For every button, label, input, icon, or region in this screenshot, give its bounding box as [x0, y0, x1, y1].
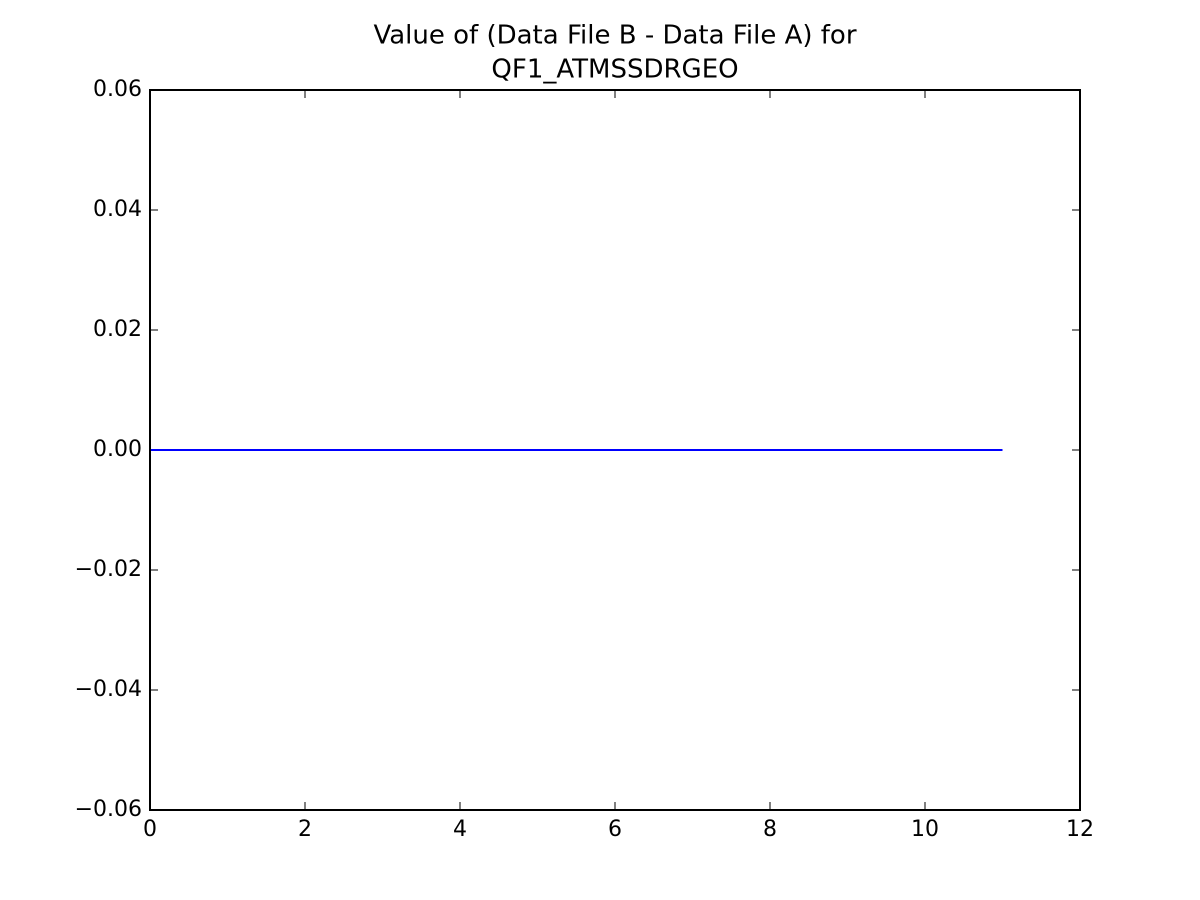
chart-title: QF1_ATMSSDRGEO	[491, 55, 738, 85]
x-tick-label: 4	[453, 817, 467, 842]
x-tick-label: 6	[608, 817, 622, 842]
chart-title: Value of (Data File B - Data File A) for	[373, 21, 856, 51]
x-tick-label: 2	[298, 817, 312, 842]
y-tick-label: −0.02	[75, 557, 142, 582]
plot-frame	[149, 89, 1081, 811]
y-tick-label: 0.00	[93, 437, 142, 462]
x-tick-label: 8	[763, 817, 777, 842]
y-tick-label: −0.06	[75, 797, 142, 822]
x-tick-label: 10	[911, 817, 939, 842]
x-tick-label: 12	[1066, 817, 1094, 842]
y-tick-label: 0.02	[93, 317, 142, 342]
y-tick-label: 0.04	[93, 197, 142, 222]
x-tick-label: 0	[143, 817, 157, 842]
y-tick-label: 0.06	[93, 77, 142, 102]
y-tick-label: −0.04	[75, 677, 142, 702]
